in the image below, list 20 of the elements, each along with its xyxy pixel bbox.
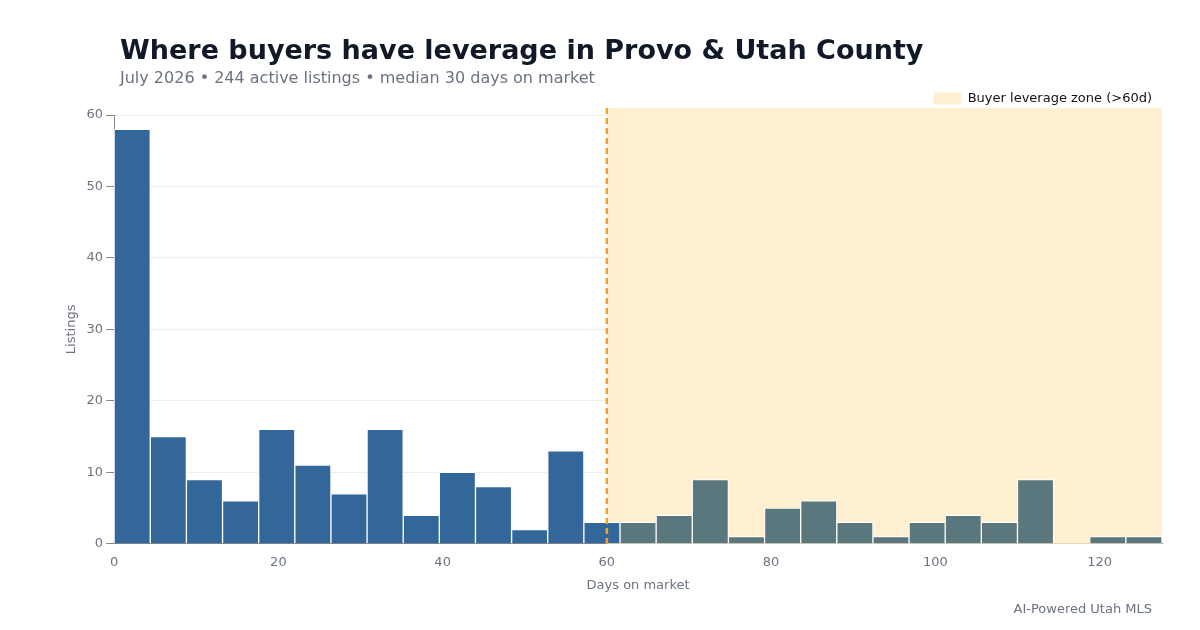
legend-label: Buyer leverage zone (>60d) <box>967 89 1153 105</box>
x-tick-label: 100 <box>922 553 948 569</box>
y-tick-label: 50 <box>86 177 104 193</box>
x-tick-label: 40 <box>434 553 451 569</box>
x-tick-label: 120 <box>1087 553 1112 569</box>
x-axis-title: Days on market <box>586 576 690 592</box>
chart-title: Where buyers have leverage in Provo & Utah County <box>120 34 924 65</box>
chart-subtitle: July 2026 • 244 active listings • median 30 days on market <box>120 68 595 87</box>
x-tick-label: 20 <box>270 553 287 569</box>
y-tick-label: 40 <box>86 249 104 265</box>
y-tick-label: 60 <box>86 106 104 122</box>
x-tick-label: 80 <box>762 553 780 569</box>
x-tick-label: 60 <box>598 553 616 569</box>
y-tick-label: 20 <box>86 392 104 408</box>
y-axis-title: Listings <box>63 304 79 355</box>
text: AI-Powered Utah MLS <box>1013 601 1152 616</box>
y-tick-label: 0 <box>94 535 104 551</box>
y-tick-label: 30 <box>86 320 104 336</box>
x-tick-label: 0 <box>110 553 119 569</box>
y-tick-label: 10 <box>86 463 104 479</box>
